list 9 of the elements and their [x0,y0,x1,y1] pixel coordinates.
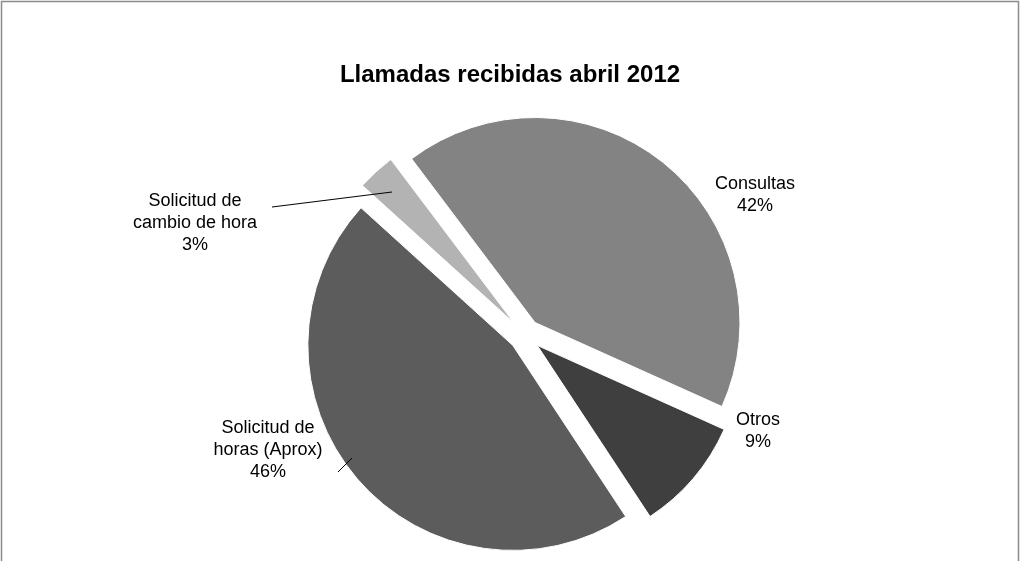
data-label: 9% [744,431,772,451]
data-label: 3% [181,234,209,254]
chart-title: Llamadas recibidas abril 2012 [339,60,681,87]
slice-label: Solicitud de horas (Aprox) [213,417,323,459]
data-label: 46% [249,461,287,481]
data-label: 42% [736,195,774,215]
slice-label: Consultas [714,173,796,193]
slice-label: Otros [735,409,781,429]
slice-label: Solicitud de cambio de hora [132,190,259,232]
